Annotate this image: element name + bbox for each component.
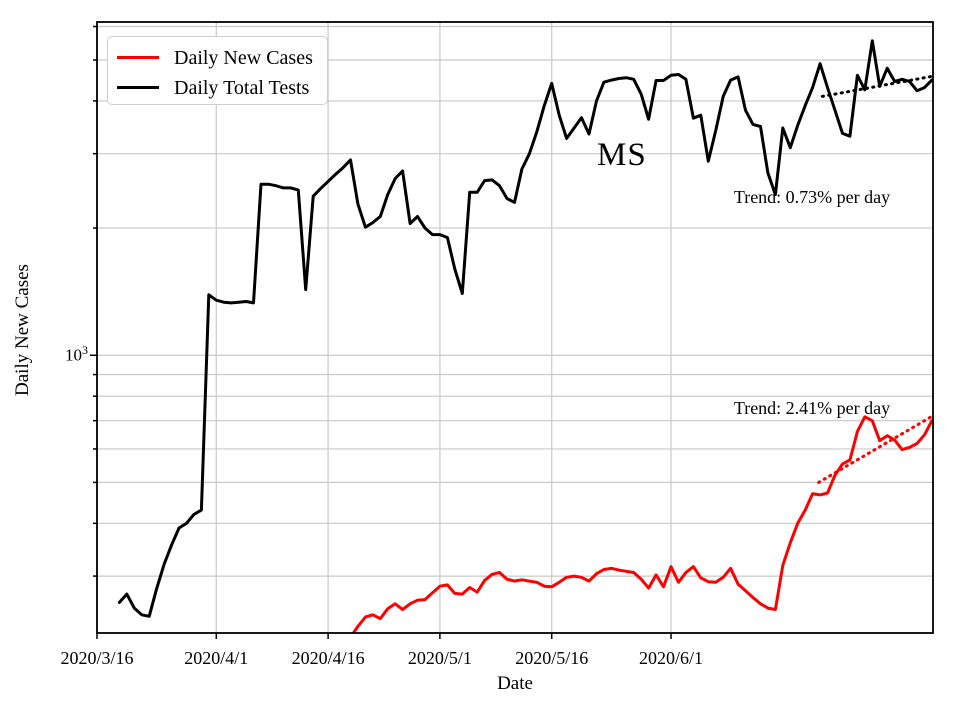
legend-item-daily-total-tests: Daily Total Tests	[117, 74, 327, 101]
trendline-dotted	[820, 74, 933, 98]
y-tick-exponent: 3	[82, 343, 88, 357]
cases-trend-annotation: Trend: 2.41% per day	[733, 398, 891, 418]
x-axis-title: Date	[497, 673, 533, 694]
tick-marks	[90, 25, 672, 639]
y-axis-title: Daily New Cases	[12, 264, 33, 396]
tests-trend-annotation: Trend: 0.73% per day	[733, 187, 891, 207]
series-line	[117, 39, 933, 618]
gridlines	[96, 22, 933, 633]
legend-item-daily-new-cases: Daily New Cases	[117, 44, 327, 71]
series-line	[351, 415, 933, 633]
legend: Daily New Cases Daily Total Tests	[107, 36, 328, 105]
x-tick-label: 2020/4/1	[184, 648, 248, 668]
y-tick-base: 10	[65, 345, 82, 365]
legend-red-line-swatch	[117, 55, 159, 60]
x-tick-labels: 2020/3/16 2020/4/1 2020/4/16 2020/5/1 2020/5…	[60, 648, 703, 668]
x-tick-label: 2020/5/1	[408, 648, 472, 668]
x-tick-label: 2020/5/16	[515, 648, 588, 668]
legend-label-daily-total-tests: Daily Total Tests	[174, 76, 310, 99]
x-tick-label: 2020/4/16	[292, 648, 365, 668]
y-tick-label-1000: 103	[46, 344, 88, 364]
state-annotation: MS	[597, 137, 647, 173]
plot-border	[96, 21, 934, 634]
x-tick-label: 2020/3/16	[60, 648, 133, 668]
legend-black-line-swatch	[117, 85, 159, 90]
legend-label-daily-new-cases: Daily New Cases	[174, 46, 313, 69]
x-tick-label: 2020/6/1	[639, 648, 703, 668]
trendline-dotted	[817, 414, 933, 484]
